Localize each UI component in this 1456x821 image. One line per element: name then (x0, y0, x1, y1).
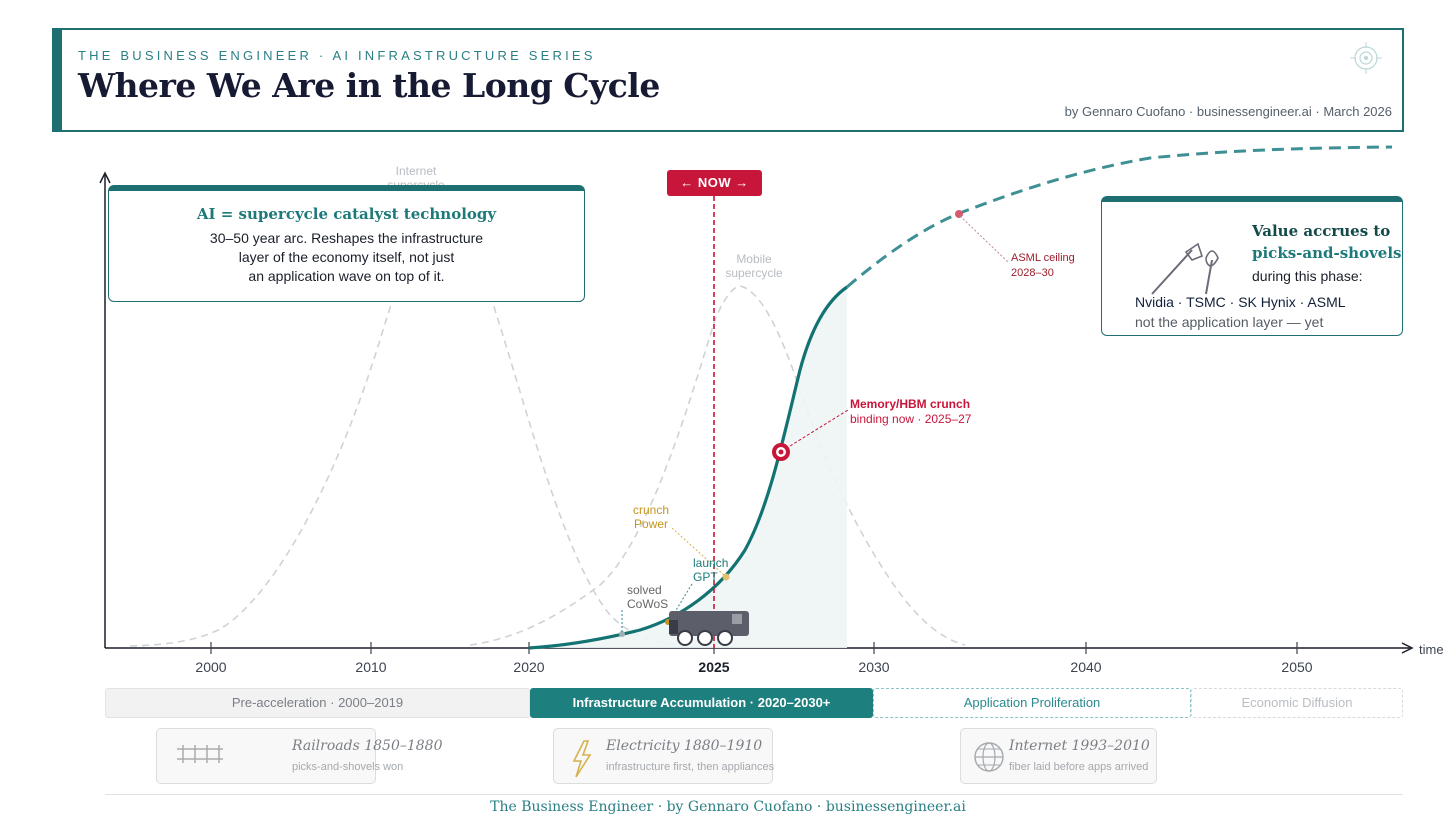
asml-leader (959, 215, 1009, 263)
phase-application-proliferation: Application Proliferation (873, 688, 1191, 718)
footer-credit: The Business Engineer · by Gennaro Cuofa… (490, 799, 966, 815)
ai-supercycle-curve (528, 285, 848, 650)
tick-2020: 2020 (513, 659, 545, 675)
mobile-supercycle-label: Mobile supercycle (725, 252, 783, 280)
callout-body: 30–50 year arc. Reshapes the infrastruct… (209, 230, 484, 284)
history-card-railroads: Railroads 1850–1880 picks-and-shovels wo… (156, 728, 443, 784)
history-title: Electricity 1880–1910 (606, 738, 763, 754)
history-card-internet: Internet 1993–2010 fiber laid before app… (960, 728, 1157, 784)
mobile-supercycle-curve (469, 285, 966, 646)
companies-list: Nvidia · TSMC · SK Hynix · ASML (1135, 294, 1346, 310)
history-sub: infrastructure first, then appliances (606, 761, 775, 773)
asml-ceiling-marker (955, 210, 963, 218)
cart-icon (669, 611, 749, 646)
y-axis-arrow (99, 171, 111, 184)
tick-2050: 2050 (1281, 659, 1313, 675)
callout-title: AI = supercycle catalyst technology (196, 205, 497, 223)
phase-pre-acceleration: Pre-acceleration · 2000–2019 (105, 688, 530, 718)
crosshair-logo-icon (1350, 42, 1382, 74)
memory-crunch-target-dot (778, 449, 784, 455)
gpt-leader (669, 583, 693, 621)
now-badge: ← NOW → (667, 170, 762, 196)
series-tag: THE BUSINESS ENGINEER · AI INFRASTRUCTUR… (78, 48, 596, 63)
history-sub: picks-and-shovels won (292, 761, 404, 773)
globe-icon (974, 742, 1004, 772)
footer-divider (105, 794, 1403, 795)
picks-and-shovels-callout: Value accrues to picks-and-shovels durin… (1101, 196, 1403, 336)
x-axis-label: time (1419, 642, 1444, 657)
phase-economic-diffusion: Economic Diffusion (1191, 688, 1403, 718)
supercycle-callout: AI = supercycle catalyst technology 30–5… (108, 185, 585, 302)
header-panel: THE BUSINESS ENGINEER · AI INFRASTRUCTUR… (52, 28, 1404, 132)
picks-and-shovels-icon (1151, 242, 1219, 295)
history-card-electricity: Electricity 1880–1910 infrastructure fir… (553, 728, 775, 784)
tick-2030: 2030 (858, 659, 890, 675)
cowos-marker (619, 631, 625, 637)
gpt-launch-label: launch GPT (693, 556, 729, 584)
history-title: Railroads 1850–1880 (292, 738, 443, 754)
phase-infrastructure-accumulation: Infrastructure Accumulation · 2020–2030+ (530, 688, 873, 718)
power-crunch-label: crunch Power (632, 503, 670, 531)
byline: by Gennaro Cuofano · businessengineer.ai… (1064, 104, 1392, 119)
callout-right-note: not the application layer — yet (1135, 314, 1324, 330)
x-axis-arrow (1401, 642, 1414, 654)
tick-2010: 2010 (355, 659, 387, 675)
tick-2000: 2000 (195, 659, 227, 675)
history-title: Internet 1993–2010 (1009, 738, 1150, 754)
railroad-track-icon (177, 745, 223, 763)
lightning-bolt-icon (572, 740, 592, 778)
x-ticks (210, 642, 1298, 654)
history-sub: fiber laid before apps arrived (1009, 761, 1149, 773)
asml-ceiling-label: ASML ceiling 2028–30 (1011, 252, 1075, 279)
callout-right-title-1: Value accrues to (1252, 222, 1391, 240)
memory-leader (789, 409, 849, 447)
tick-2025: 2025 (698, 659, 730, 675)
ai-supercycle-projection (846, 145, 1393, 289)
callout-right-title-2: picks-and-shovels (1252, 244, 1402, 262)
callout-right-subtitle: during this phase: (1252, 268, 1363, 284)
page-title: Where We Are in the Long Cycle (78, 66, 660, 105)
tick-2040: 2040 (1070, 659, 1102, 675)
infrastructure-shade (529, 287, 847, 648)
power-crunch-marker (722, 573, 730, 581)
cowos-label: solved CoWoS (627, 583, 669, 611)
memory-crunch-label: Memory/HBM crunch binding now · 2025–27 (850, 397, 972, 426)
